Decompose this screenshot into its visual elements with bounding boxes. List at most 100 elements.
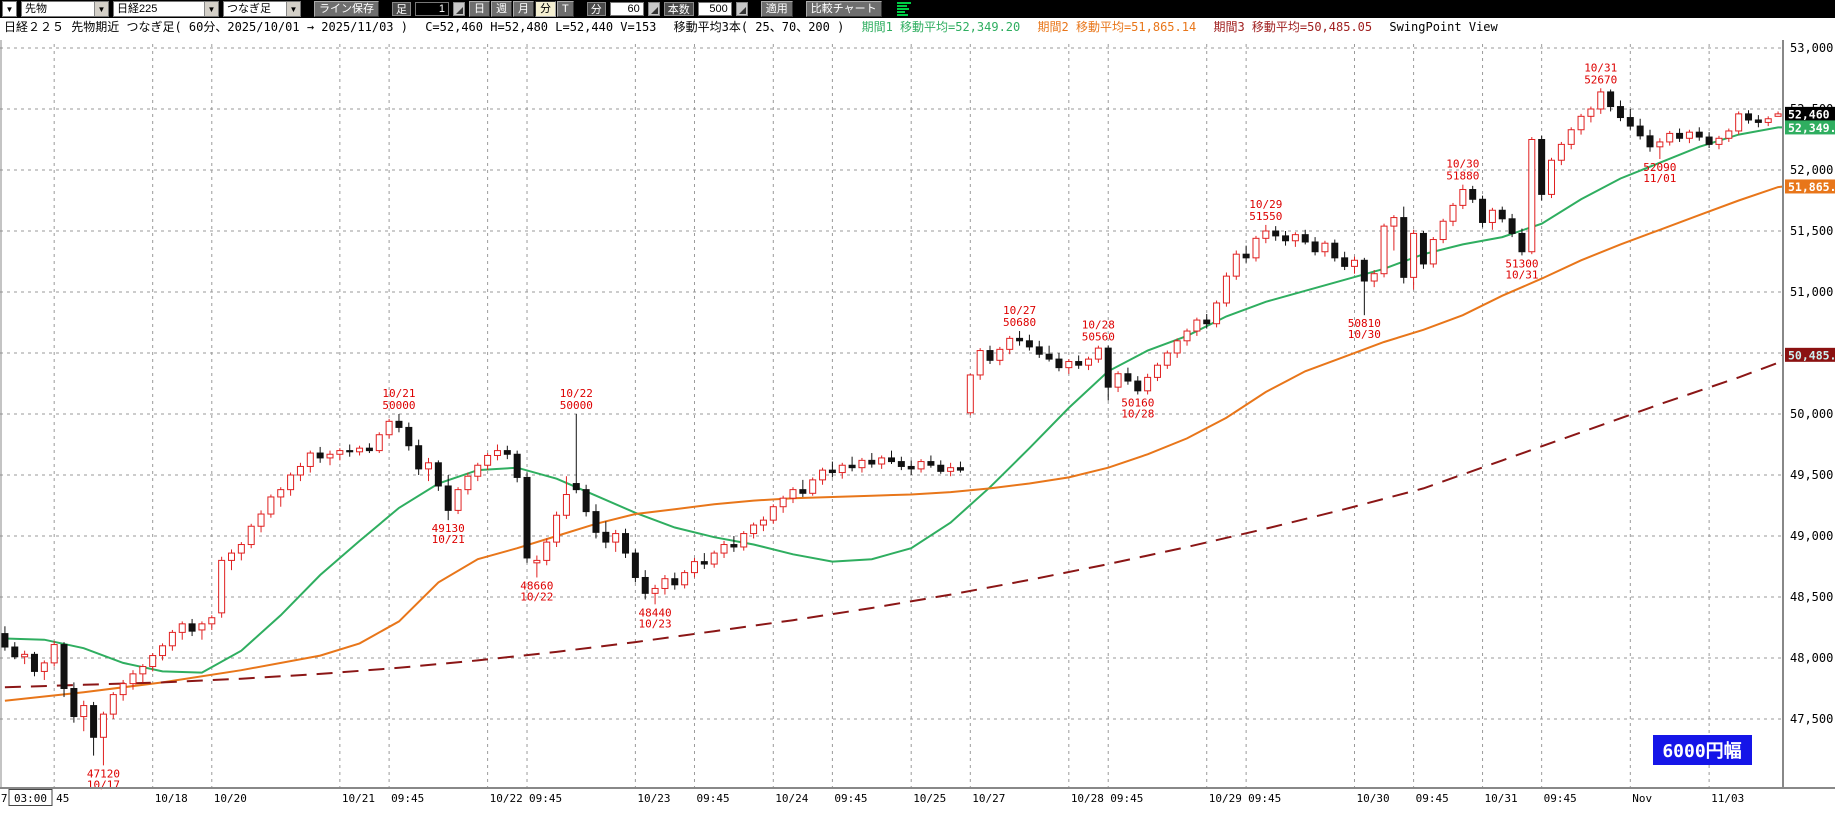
svg-text:50,485.: 50,485. — [1788, 348, 1835, 362]
svg-text:11/01: 11/01 — [1643, 172, 1676, 185]
svg-text:50560: 50560 — [1082, 331, 1115, 344]
svg-text:03:00: 03:00 — [14, 792, 47, 805]
period-button-T[interactable]: T — [557, 1, 574, 17]
candles — [1, 88, 1782, 766]
save-lines-button[interactable]: ライン保存 — [314, 1, 379, 17]
svg-text:10/31: 10/31 — [1584, 61, 1617, 74]
period-button-月[interactable]: 月 — [513, 1, 534, 17]
indicator-list-icon[interactable] — [895, 1, 915, 17]
bar-label: 足 — [392, 2, 411, 16]
svg-text:Nov: Nov — [1632, 792, 1652, 805]
ma2-readout: 期間2 移動平均=51,865.14 — [1037, 20, 1197, 34]
ma-line-200 — [4, 354, 1784, 689]
svg-text:48,500.: 48,500. — [1790, 590, 1835, 604]
spinner-icon[interactable] — [735, 2, 748, 16]
svg-text:51550: 51550 — [1249, 210, 1282, 223]
chart-style-select[interactable]: つなぎ足 ▼ — [223, 1, 301, 17]
apply-button[interactable]: 適用 — [760, 1, 793, 17]
instrument-type-value: 先物 — [25, 3, 47, 15]
svg-text:7: 7 — [1, 792, 8, 805]
svg-text:48660: 48660 — [520, 579, 553, 592]
svg-text:53,000.: 53,000. — [1790, 41, 1835, 55]
svg-text:52,349.: 52,349. — [1788, 121, 1835, 135]
chart-canvas[interactable]: 47120 10/17 10/21 50000 49130 10/21 48660 10/22… — [0, 36, 1835, 816]
svg-text:48440: 48440 — [639, 606, 672, 619]
svg-text:10/23: 10/23 — [637, 792, 670, 805]
svg-text:50000: 50000 — [560, 399, 593, 412]
chevron-down-icon: ▼ — [286, 2, 300, 16]
ma1-readout: 期間1 移動平均=52,349.20 — [861, 20, 1021, 34]
svg-text:48,000.: 48,000. — [1790, 651, 1835, 665]
svg-text:52670: 52670 — [1584, 73, 1617, 86]
svg-text:10/29: 10/29 — [1249, 198, 1282, 211]
svg-text:10/20: 10/20 — [214, 792, 247, 805]
svg-text:49,500.: 49,500. — [1790, 468, 1835, 482]
svg-text:51,500.: 51,500. — [1790, 224, 1835, 238]
svg-text:10/30: 10/30 — [1446, 158, 1479, 171]
svg-text:09:45: 09:45 — [1248, 792, 1281, 805]
svg-text:09:45: 09:45 — [1416, 792, 1449, 805]
count-input[interactable]: 500 — [697, 2, 732, 16]
ma-settings-label: 移動平均3本( 25、70、200 ) — [673, 20, 845, 34]
spinner-icon[interactable] — [453, 2, 465, 16]
svg-text:52,460: 52,460 — [1788, 107, 1830, 121]
chart-title-row: 日経２２５ 先物期近 つなぎ足( 60分、2025/10/01 → 2025/1… — [0, 18, 1835, 36]
svg-text:51,000.: 51,000. — [1790, 285, 1835, 299]
svg-text:10/30: 10/30 — [1348, 328, 1381, 341]
svg-text:09:45: 09:45 — [391, 792, 424, 805]
cursor-time-box: 03:00 — [8, 789, 53, 806]
compare-chart-button[interactable]: 比較チャート — [805, 1, 882, 17]
svg-text:10/28: 10/28 — [1121, 407, 1154, 420]
svg-text:10/17: 10/17 — [87, 778, 120, 791]
svg-text:10/30: 10/30 — [1356, 792, 1389, 805]
instrument-type-select[interactable]: 先物 ▼ — [21, 1, 109, 17]
svg-text:6000円幅: 6000円幅 — [1662, 740, 1741, 762]
chart-style-value: つなぎ足 — [227, 3, 271, 15]
ma-line-70 — [4, 185, 1784, 702]
spinner-icon[interactable] — [647, 2, 660, 16]
instrument-value: 日経225 — [117, 3, 158, 15]
svg-text:50160: 50160 — [1121, 396, 1154, 409]
minute-label: 分 — [586, 2, 606, 16]
svg-text:09:45: 09:45 — [1544, 792, 1577, 805]
svg-text:10/18: 10/18 — [155, 792, 188, 805]
mini-dropdown[interactable]: ▼ — [2, 1, 17, 17]
svg-text:10/22: 10/22 — [520, 590, 553, 603]
instrument-select[interactable]: 日経225 ▼ — [113, 1, 219, 17]
svg-text:51300: 51300 — [1505, 257, 1538, 270]
svg-text:52,000.: 52,000. — [1790, 163, 1835, 177]
svg-text:50810: 50810 — [1348, 317, 1381, 330]
svg-text:09:45: 09:45 — [529, 792, 562, 805]
bar-count-input[interactable]: 1 — [415, 2, 449, 16]
svg-text:10/27: 10/27 — [1003, 304, 1036, 317]
chart-svg: 4712010/1710/21500004913010/214866010/22… — [0, 40, 1835, 806]
svg-text:10/22: 10/22 — [490, 792, 523, 805]
period-button-分[interactable]: 分 — [535, 1, 556, 17]
svg-text:10/21: 10/21 — [342, 792, 375, 805]
time-axis-labels: 7 45 10/18 10/20 10/21 09:45 10/22 09:45 10/23 09… — [1, 792, 1744, 805]
svg-text:10/24: 10/24 — [775, 792, 808, 805]
ohlc-readout: C=52,460 H=52,480 L=52,440 V=153 — [425, 20, 657, 34]
svg-text:47,500.: 47,500. — [1790, 712, 1835, 726]
svg-text:49130: 49130 — [432, 522, 465, 535]
svg-text:09:45: 09:45 — [834, 792, 867, 805]
svg-text:10/27: 10/27 — [972, 792, 1005, 805]
chevron-down-icon: ▼ — [94, 2, 108, 16]
svg-text:50680: 50680 — [1003, 316, 1036, 329]
svg-text:10/21: 10/21 — [432, 533, 465, 546]
range-width-badge: 6000円幅 — [1653, 735, 1752, 765]
price-axis-labels: 53,000.52,500.52,000.51,500.51,000.50,50… — [1790, 41, 1835, 726]
svg-text:10/23: 10/23 — [639, 617, 672, 630]
svg-text:51,865.: 51,865. — [1788, 180, 1835, 194]
svg-text:11/03: 11/03 — [1711, 792, 1744, 805]
period-button-週[interactable]: 週 — [491, 1, 512, 17]
svg-text:52090: 52090 — [1643, 161, 1676, 174]
svg-text:50,000.: 50,000. — [1790, 407, 1835, 421]
svg-text:50000: 50000 — [382, 399, 415, 412]
minute-input[interactable]: 60 — [609, 2, 644, 16]
chevron-down-icon: ▼ — [3, 2, 16, 16]
period-button-日[interactable]: 日 — [469, 1, 490, 17]
